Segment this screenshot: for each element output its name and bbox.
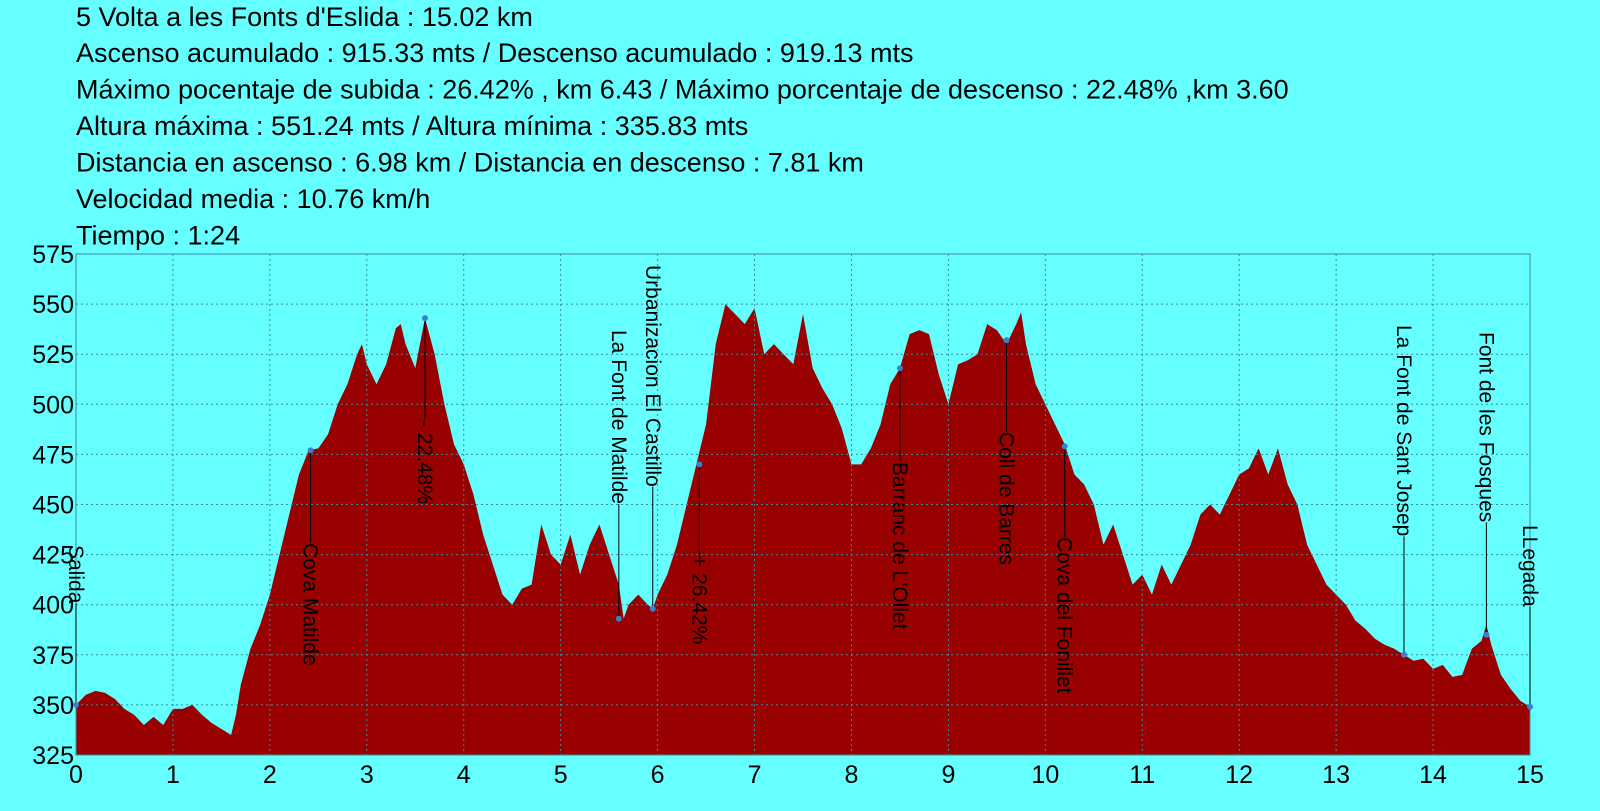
waypoint-label: Font de les Fosques — [1474, 332, 1497, 522]
x-tick-label: 13 — [1322, 761, 1350, 789]
waypoint: Salida — [64, 545, 87, 708]
waypoint-label: La Font de Matilde — [607, 330, 630, 504]
waypoint-label: La Font de Sant Josep — [1392, 325, 1415, 536]
waypoint: + 26.42% — [687, 461, 710, 644]
waypoint: La Font de Sant Josep — [1392, 325, 1415, 658]
x-tick-label: 0 — [69, 761, 83, 789]
waypoint-marker — [696, 461, 703, 468]
waypoint-marker — [615, 615, 622, 622]
waypoint-marker — [896, 365, 903, 372]
waypoint-label: Salida — [64, 545, 87, 604]
waypoint-marker — [73, 701, 79, 708]
waypoint-marker — [307, 447, 314, 454]
x-tick-label: 7 — [748, 761, 762, 789]
x-tick-label: 8 — [845, 761, 859, 789]
waypoint-marker — [1400, 651, 1407, 658]
x-tick-label: 10 — [1031, 761, 1059, 789]
x-tick-label: 2 — [263, 761, 277, 789]
waypoint-marker — [1003, 337, 1010, 344]
x-tick-label: 12 — [1225, 761, 1253, 789]
waypoint-label: LLegada — [1518, 525, 1541, 607]
y-tick-label: 475 — [32, 441, 74, 469]
waypoint: Cova Matilde — [299, 447, 322, 666]
stat-line: Ascenso acumulado : 915.33 mts / Descens… — [76, 38, 913, 68]
waypoint-marker — [421, 315, 428, 322]
y-tick-label: 575 — [32, 241, 74, 269]
waypoint: - 22.48% — [413, 315, 436, 504]
x-tick-label: 14 — [1419, 761, 1447, 789]
x-tick-label: 9 — [941, 761, 955, 789]
waypoint: Cova del Fonillet — [1053, 443, 1076, 694]
chart-title: 5 Volta a les Fonts d'Eslida : 15.02 km — [76, 2, 533, 32]
stat-line: Tiempo : 1:24 — [76, 221, 240, 251]
x-tick-label: 5 — [554, 761, 568, 789]
waypoint-label: Cova del Fonillet — [1053, 537, 1076, 694]
y-tick-label: 425 — [32, 542, 74, 570]
waypoint-label: - 22.48% — [413, 420, 436, 504]
x-tick-label: 4 — [457, 761, 471, 789]
waypoint-label: Cova Matilde — [299, 543, 322, 666]
y-tick-label: 450 — [32, 492, 74, 520]
waypoint-label: Coll de Barres — [995, 432, 1018, 565]
elevation-area — [76, 304, 1530, 755]
x-tick-label: 6 — [651, 761, 665, 789]
stat-line: Distancia en ascenso : 6.98 km / Distanc… — [76, 148, 864, 178]
y-tick-label: 500 — [32, 391, 74, 419]
x-tick-label: 1 — [166, 761, 180, 789]
y-tick-label: 400 — [32, 592, 74, 620]
waypoint-label: + 26.42% — [687, 555, 710, 644]
y-tick-label: 375 — [32, 642, 74, 670]
stat-line: Altura máxima : 551.24 mts / Altura míni… — [76, 111, 748, 141]
x-tick-label: 15 — [1516, 761, 1544, 789]
waypoint: Urbanizacion El Castillo — [641, 265, 664, 612]
waypoint: Barranc de L'Ollet — [888, 365, 911, 630]
y-tick-label: 525 — [32, 341, 74, 369]
waypoint-marker — [649, 605, 656, 612]
y-tick-label: 550 — [32, 291, 74, 319]
plot-frame — [75, 253, 1531, 756]
x-tick-label: 11 — [1129, 761, 1155, 789]
waypoint-marker — [1527, 703, 1533, 710]
waypoint-marker — [1483, 631, 1490, 638]
waypoint: La Font de Matilde — [607, 330, 630, 622]
waypoint-marker — [1061, 443, 1068, 450]
stat-line: Máximo pocentaje de subida : 26.42% , km… — [76, 75, 1289, 105]
y-tick-label: 350 — [32, 692, 74, 720]
stat-line: Velocidad media : 10.76 km/h — [76, 184, 430, 214]
waypoint-label: Urbanizacion El Castillo — [641, 265, 664, 487]
x-tick-label: 3 — [360, 761, 374, 789]
y-tick-label: 325 — [32, 742, 74, 770]
waypoint: Coll de Barres — [995, 337, 1018, 565]
waypoint: LLegada — [1518, 525, 1541, 710]
waypoint-label: Barranc de L'Ollet — [888, 462, 911, 630]
waypoint: Font de les Fosques — [1474, 332, 1497, 638]
